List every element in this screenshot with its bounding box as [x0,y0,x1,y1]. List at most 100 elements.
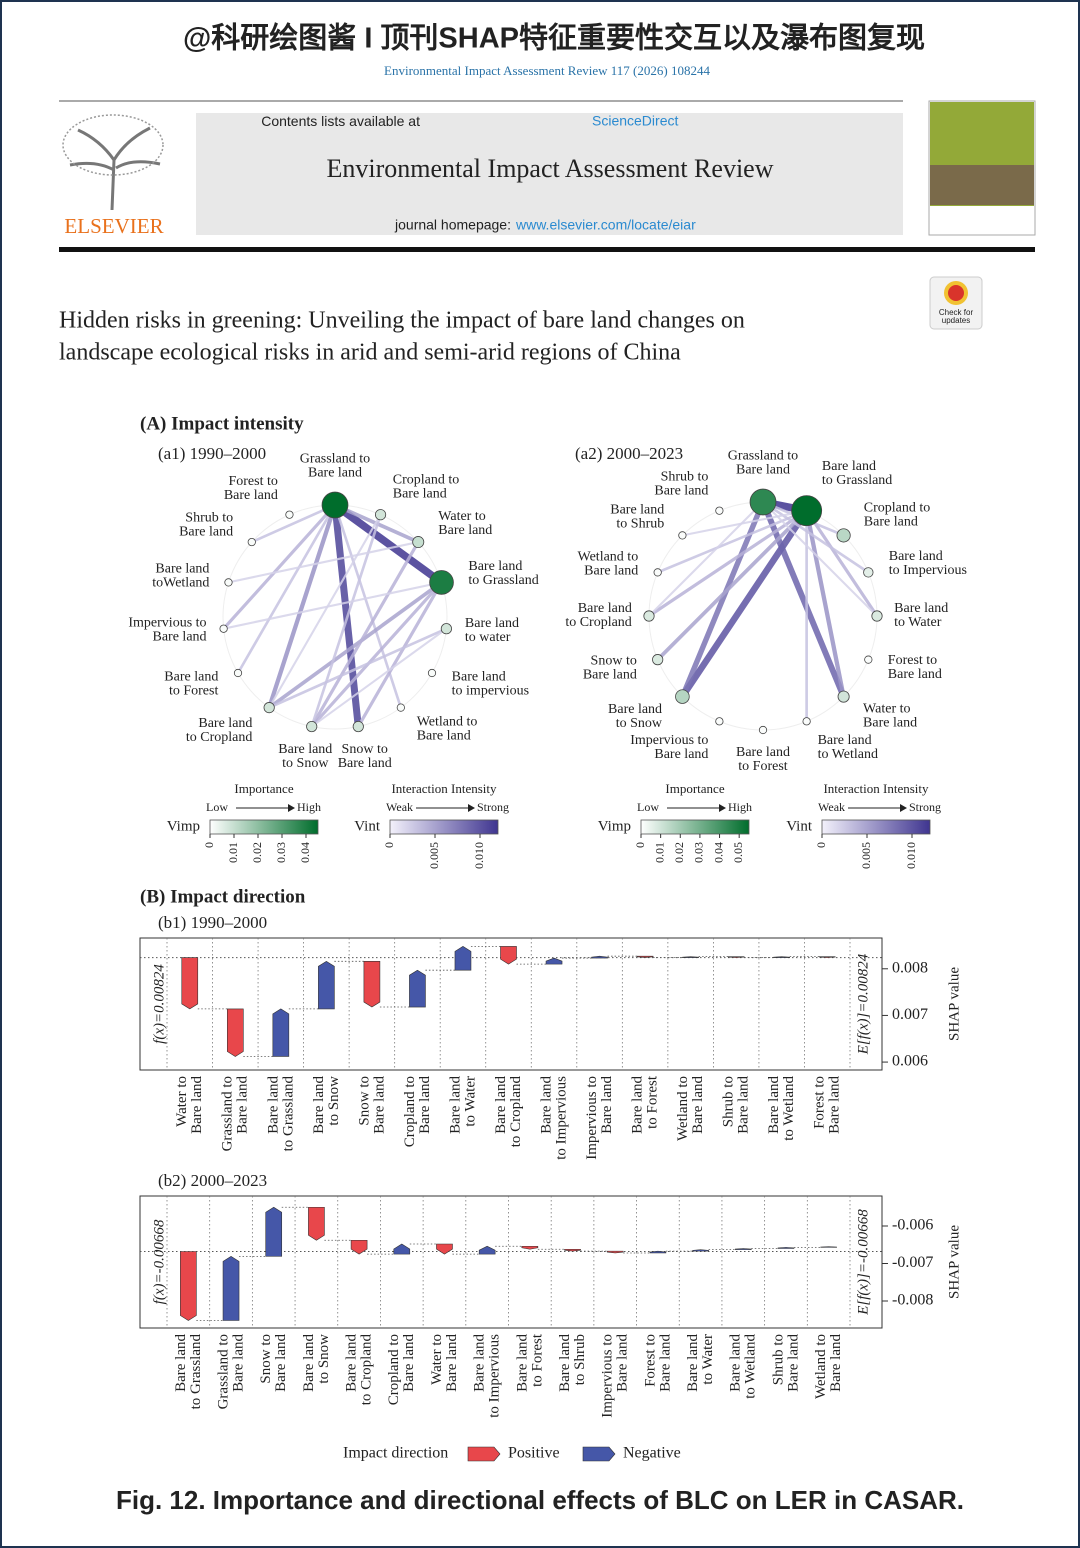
contents-text: Contents lists available at [261,113,420,129]
x-tick-label: to Grassland [188,1334,204,1410]
node-label: to impervious [452,684,529,699]
waterfall-bar [591,955,608,959]
x-tick-label: Bare land [538,1076,554,1134]
waterfall-bar [227,1008,244,1057]
node-label: Snow to [591,653,637,668]
waterfall-bar [350,1239,368,1255]
x-tick-label: to Shrub [572,1334,588,1385]
colorbar-tick-label: 0.03 [692,842,706,863]
journal-box [196,113,903,235]
x-tick-label: Shrub to [721,1076,737,1127]
node [652,654,664,666]
node-label: Bare land [278,742,332,757]
colorbar-arrowhead [719,804,726,812]
x-tick-label: Bare land [685,1334,701,1392]
waterfall-bar [318,960,335,1010]
colorbar-tick-label: 0.01 [226,842,240,863]
node-label: to Grassland [468,573,538,588]
waterfall-bar [180,1251,197,1321]
node [791,495,823,527]
node-label: Bare land [417,729,471,744]
colorbar-tick-label: 0.010 [904,842,918,869]
x-tick-label: to Forest [645,1075,661,1129]
article-title: landscape ecological risks in arid and s… [59,340,681,366]
waterfall-bar [692,1249,709,1252]
node-label: Bare land [888,667,942,682]
edge [267,627,448,709]
node-label: Water to [863,701,910,716]
node-label: to water [465,630,511,645]
node-label: Bare land [654,483,708,498]
x-tick-label: Bare land [344,1334,360,1392]
panel-title: (a1) 1990–2000 [158,444,266,463]
node [749,488,777,516]
legend-swatch [582,1446,616,1462]
homepage-link[interactable]: www.elsevier.com/locate/eiar [515,217,696,233]
legend-label: Negative [623,1445,681,1462]
node-label: to Grassland [822,473,892,488]
sciencedirect-link[interactable]: ScienceDirect [592,113,678,129]
node-label: to Wetland [818,747,878,762]
edge [647,509,809,618]
node [233,668,243,678]
x-tick-label: to Water [462,1076,478,1127]
x-tick-label: Bare land [235,1076,251,1134]
colorbar-tick-label: 0.05 [731,842,745,863]
citation: Environmental Impact Assessment Review 1… [384,63,710,78]
x-tick-label: Bare land [615,1334,631,1392]
node-label: toWetland [152,575,209,590]
colorbar-tick-label: 0.02 [250,842,264,863]
publisher: ELSEVIER [64,214,163,238]
x-tick-label: Bare land [630,1076,646,1134]
node-label: Bare land [736,462,790,477]
node [836,528,851,543]
y-axis-label: SHAP value [946,1225,962,1299]
x-tick-label: to Wetland [781,1076,797,1141]
badge-text: Check for [939,308,974,317]
waterfall-bar [777,1247,795,1249]
colorbar-tick-label: 0 [814,842,828,848]
panel-title: (a2) 2000–2023 [575,444,683,463]
x-tick-label: Bare land [265,1076,281,1134]
node [758,725,768,735]
node-label: Wetland to [417,715,478,730]
node-label: Wetland to [578,550,639,565]
node [321,491,349,519]
x-tick-label: Shrub to [770,1334,786,1385]
colorbar-arrowhead [900,804,907,812]
node-label: Bare land [164,670,218,685]
node-label: Grassland to [728,448,798,463]
node-label: to Shrub [616,516,664,531]
node-label: Bare land [468,559,522,574]
x-tick-label: Cropland to [402,1076,418,1147]
waterfall-bar [454,946,472,971]
edge [310,627,448,728]
node-label: Bare land [736,745,790,760]
waterfall-bar [265,1206,283,1257]
node-label: Bare land [224,488,278,503]
waterfall-bar [478,1245,496,1255]
badge-text: updates [942,316,970,325]
x-tick-label: Bare land [657,1334,673,1392]
contents: Contents lists available at [261,113,420,129]
node-label: Grassland to [300,451,370,466]
colorbar-arrowhead [288,804,295,812]
node-label: Bare land [338,756,392,771]
node [863,567,874,578]
node-label: Bare land [610,502,664,517]
x-tick-label: Bare land [417,1076,433,1134]
check-updates-badge[interactable]: Check for updates [929,276,983,330]
colorbar-low: Low [206,800,228,814]
y-tick-label: 0.007 [892,1006,928,1023]
x-tick-label: to Cropland [359,1334,375,1406]
x-tick-label: to Water [700,1334,716,1385]
x-tick-label: to Impervious [553,1076,569,1160]
x-tick-label: Forest to [642,1334,658,1387]
edge [267,580,444,710]
colorbar-high: Strong [477,800,509,814]
node-label: Cropland to [393,473,460,488]
node-label: Bare land [179,524,233,539]
node-label: Bare land [889,549,943,564]
node-label: Water to [438,509,485,524]
legend-swatch [467,1446,501,1462]
